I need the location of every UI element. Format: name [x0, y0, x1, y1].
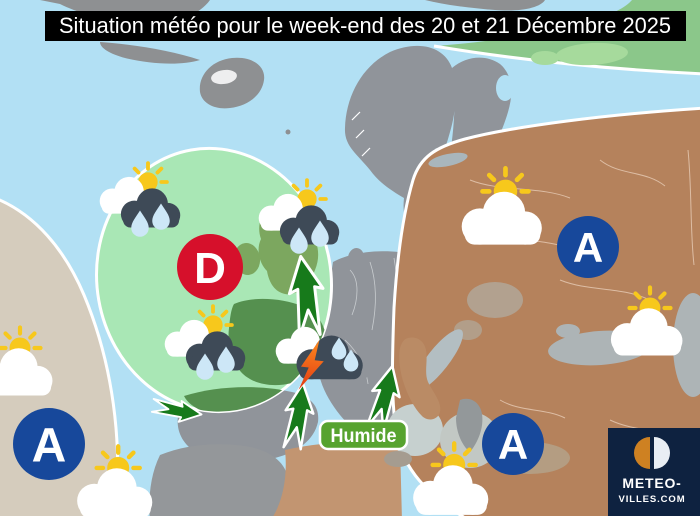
morocco-landmass	[149, 444, 289, 516]
caspian-sea	[673, 293, 700, 397]
logo-text-line2: VILLES.COM	[618, 494, 685, 505]
sardinia-landmass	[353, 389, 367, 415]
greece-landmass	[456, 398, 483, 452]
depression-letter: D	[194, 244, 226, 293]
northern-zone-patch	[556, 42, 628, 66]
greenland-tip	[100, 42, 200, 64]
white-sea	[522, 75, 548, 105]
anticyclone-letter: A	[32, 419, 67, 472]
page-title: Situation météo pour le week-end des 20 …	[59, 13, 671, 38]
title-banner: Situation météo pour le week-end des 20 …	[45, 11, 686, 41]
anticyclone-letter: A	[498, 421, 528, 468]
logo-text-line1: METEO-	[622, 475, 681, 491]
gulf-of-finland	[428, 152, 468, 168]
humid-label: Humide	[318, 419, 409, 451]
iceland-landmass	[199, 57, 265, 109]
iceland-icecap	[211, 69, 237, 85]
northern-zone-patch-2	[531, 51, 559, 65]
sea-of-azov	[556, 324, 580, 338]
depression-symbol	[177, 234, 243, 300]
pressure-symbols: D A A A	[13, 216, 619, 480]
anticyclone-letter: A	[573, 224, 603, 271]
fjord-marks	[351, 111, 371, 157]
italy-landmass	[399, 337, 441, 420]
northern-zone-border	[433, 44, 700, 76]
terrain-patch	[467, 282, 523, 318]
sicily-landmass	[384, 451, 412, 467]
logo-sun-icon-left	[634, 437, 650, 469]
anticyclone-symbol-russia	[557, 216, 619, 278]
arctic-islands	[425, 0, 545, 11]
logo-sun-icon-right	[654, 437, 670, 469]
anticyclone-symbol-southwest	[13, 408, 85, 480]
lake-ladoga	[496, 75, 514, 101]
faroe-islands	[285, 129, 291, 135]
anticyclone-symbol-east-med	[482, 413, 544, 475]
algeria-landmass	[273, 442, 402, 516]
meteovilles-logo: METEO- VILLES.COM	[608, 428, 700, 516]
humid-label-text: Humide	[331, 425, 397, 447]
